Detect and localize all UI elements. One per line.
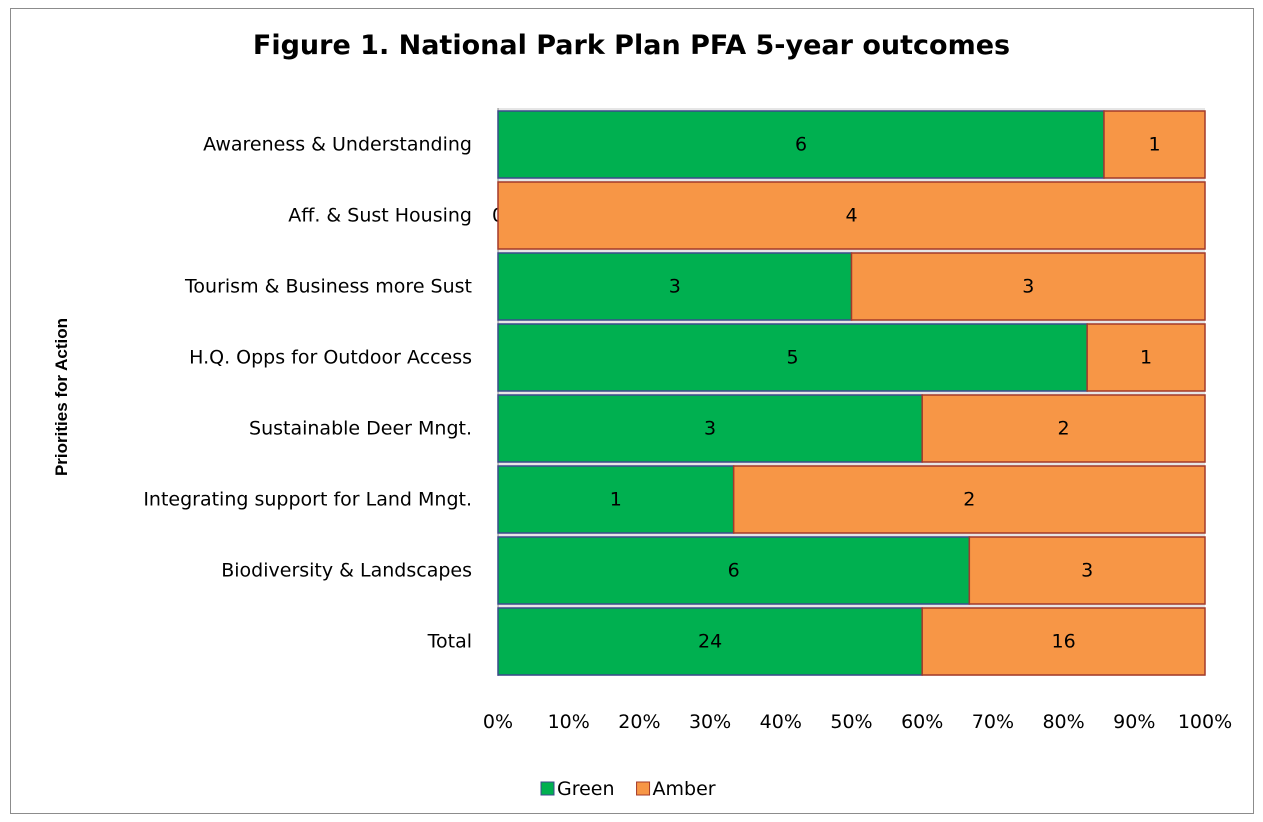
- chart-title: Figure 1. National Park Plan PFA 5-year …: [252, 30, 1011, 61]
- data-label: 6: [728, 560, 740, 582]
- bar-amber: [732, 465, 1206, 534]
- category-label: Integrating support for Land Mngt.: [143, 489, 472, 511]
- category-label: Total: [427, 631, 472, 653]
- bar-green: [497, 394, 923, 463]
- category-label: H.Q. Opps for Outdoor Access: [189, 347, 472, 369]
- x-tick-label: 80%: [1042, 711, 1084, 733]
- category-labels: Awareness & Understanding Aff. & Sust Hou…: [143, 134, 472, 653]
- x-tick-label: 50%: [830, 711, 872, 733]
- category-label: Aff. & Sust Housing: [288, 205, 472, 227]
- legend-swatch-amber: [636, 781, 651, 796]
- legend-label: Green: [557, 778, 615, 800]
- data-label: 4: [845, 205, 857, 227]
- x-tick-label: 40%: [760, 711, 802, 733]
- bar-amber: [850, 252, 1206, 321]
- data-label: 16: [1052, 631, 1076, 653]
- category-label: Biodiversity & Landscapes: [221, 560, 472, 582]
- bar-green: [497, 536, 971, 605]
- bar-green: [497, 252, 853, 321]
- data-label: 1: [610, 489, 622, 511]
- bar-green: [497, 323, 1088, 392]
- bar-amber: [921, 394, 1206, 463]
- bars-layer: 610433513212632416: [492, 110, 1206, 676]
- bar-amber: [1086, 323, 1206, 392]
- data-label: 3: [704, 418, 716, 440]
- data-label: 2: [963, 489, 975, 511]
- category-label: Sustainable Deer Mngt.: [249, 418, 472, 440]
- x-tick-label: 90%: [1113, 711, 1155, 733]
- bar-green: [497, 607, 923, 676]
- x-tick-label: 20%: [618, 711, 660, 733]
- legend: Green Amber: [540, 778, 716, 800]
- data-label: 6: [795, 134, 807, 156]
- bar-green: [497, 465, 735, 534]
- x-tick-label: 0%: [483, 711, 513, 733]
- x-tick-label: 30%: [689, 711, 731, 733]
- data-label: 2: [1058, 418, 1070, 440]
- data-label: 1: [1148, 134, 1160, 156]
- x-tick-label: 100%: [1178, 711, 1232, 733]
- bar-amber: [921, 607, 1206, 676]
- x-tick-labels: 0% 10% 20% 30% 40% 50% 60% 70% 80% 90% 100%: [483, 711, 1232, 733]
- data-label: 3: [1022, 276, 1034, 298]
- legend-swatch-green: [540, 781, 555, 796]
- bar-amber: [968, 536, 1206, 605]
- bar-amber: [1103, 110, 1206, 179]
- data-label: 24: [698, 631, 722, 653]
- legend-label: Amber: [653, 778, 716, 800]
- data-label: 1: [1140, 347, 1152, 369]
- bar-green: [497, 110, 1105, 179]
- data-label: 5: [787, 347, 799, 369]
- category-label: Awareness & Understanding: [203, 134, 472, 156]
- bar-amber: [497, 181, 1206, 250]
- data-label: 3: [1081, 560, 1093, 582]
- data-label: 3: [669, 276, 681, 298]
- x-tick-label: 70%: [972, 711, 1014, 733]
- category-label: Tourism & Business more Sust: [184, 276, 472, 298]
- x-tick-label: 10%: [548, 711, 590, 733]
- x-tick-label: 60%: [901, 711, 943, 733]
